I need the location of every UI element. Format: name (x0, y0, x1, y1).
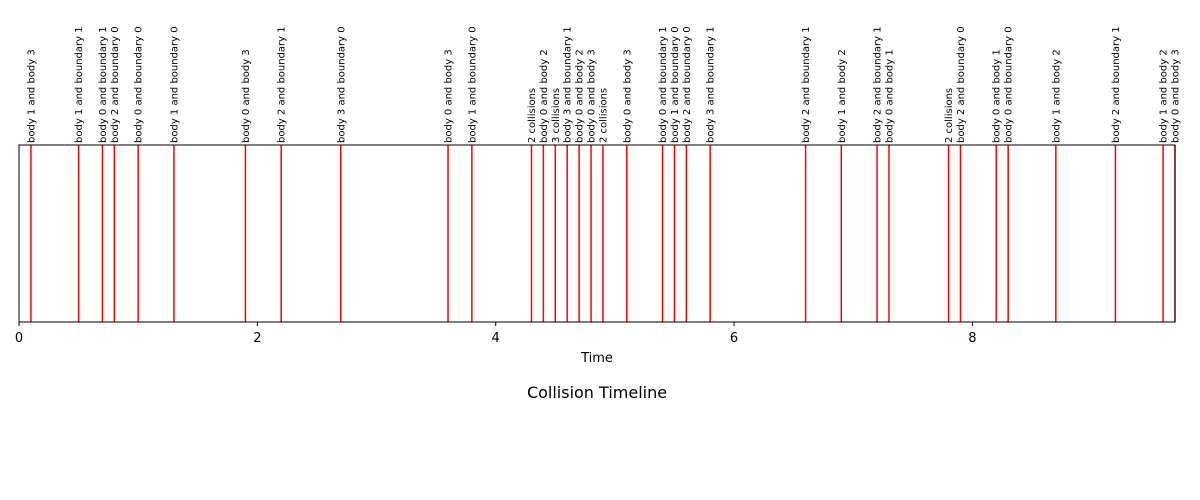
collision-event-label: 2 collisions (944, 88, 955, 143)
x-axis: 0 2 4 6 8 (15, 322, 977, 346)
collision-event-label: body 2 and boundary 0 (956, 26, 967, 143)
x-tick-label: 4 (492, 331, 500, 346)
collision-event-label: body 0 and boundary 1 (658, 26, 669, 143)
x-tick-label: 8 (968, 331, 976, 346)
plot-area-frame (18, 144, 1176, 323)
collision-event-label: body 3 and boundary 1 (706, 26, 717, 143)
collision-event-label: body 1 and body 2 (1051, 49, 1062, 143)
collision-event-label: body 3 and boundary 1 (563, 26, 574, 143)
collision-event-label: body 0 and body 3 (587, 49, 598, 143)
collision-event-label: body 0 and body 3 (1171, 49, 1182, 143)
collision-event-label: body 0 and body 1 (884, 49, 895, 143)
collision-event-label: body 0 and boundary 1 (98, 26, 109, 143)
collision-event-label: body 0 and body 2 (539, 49, 550, 143)
collision-event-label: body 2 and boundary 0 (682, 26, 693, 143)
collision-event-label: body 0 and body 1 (992, 49, 1003, 143)
collision-event-label: body 0 and boundary 0 (1004, 26, 1015, 143)
events-layer: body 1 and body 3 body 1 and boundary 1 bo… (26, 26, 1182, 322)
collision-event-label: body 0 and body 3 (444, 49, 455, 143)
collision-event-label: body 2 and boundary 1 (873, 26, 884, 143)
collision-event-label: body 0 and boundary 0 (134, 26, 145, 143)
collision-event-label: 2 collisions (527, 88, 538, 143)
collision-event-label: body 1 and boundary 0 (670, 26, 681, 143)
collision-event-label: body 1 and body 3 (26, 49, 37, 143)
collision-event-label: 3 collisions (551, 88, 562, 143)
collision-event-label: 2 collisions (598, 88, 609, 143)
collision-event-label: body 0 and body 3 (241, 49, 252, 143)
x-tick-label: 0 (15, 331, 23, 346)
collision-event-label: body 1 and body 2 (837, 49, 848, 143)
collision-event-label: body 2 and boundary 0 (110, 26, 121, 143)
collision-event-label: body 0 and body 3 (622, 49, 633, 143)
collision-event-label: body 3 and boundary 0 (336, 26, 347, 143)
collision-event-label: body 1 and boundary 1 (74, 26, 85, 143)
collision-event-label: body 1 and body 2 (1159, 49, 1170, 143)
collision-event-label: body 2 and boundary 1 (277, 26, 288, 143)
collision-event-label: body 1 and boundary 0 (169, 26, 180, 143)
collision-event-label: body 0 and body 2 (575, 49, 586, 143)
collision-event-label: body 2 and boundary 1 (1111, 26, 1122, 143)
x-tick-label: 6 (730, 331, 738, 346)
collision-event-label: body 2 and boundary 1 (801, 26, 812, 143)
x-tick-label: 2 (253, 331, 261, 346)
collision-event-label: body 1 and boundary 0 (467, 26, 478, 143)
x-axis-label: Time (580, 351, 613, 366)
chart-title: Collision Timeline (527, 383, 667, 402)
